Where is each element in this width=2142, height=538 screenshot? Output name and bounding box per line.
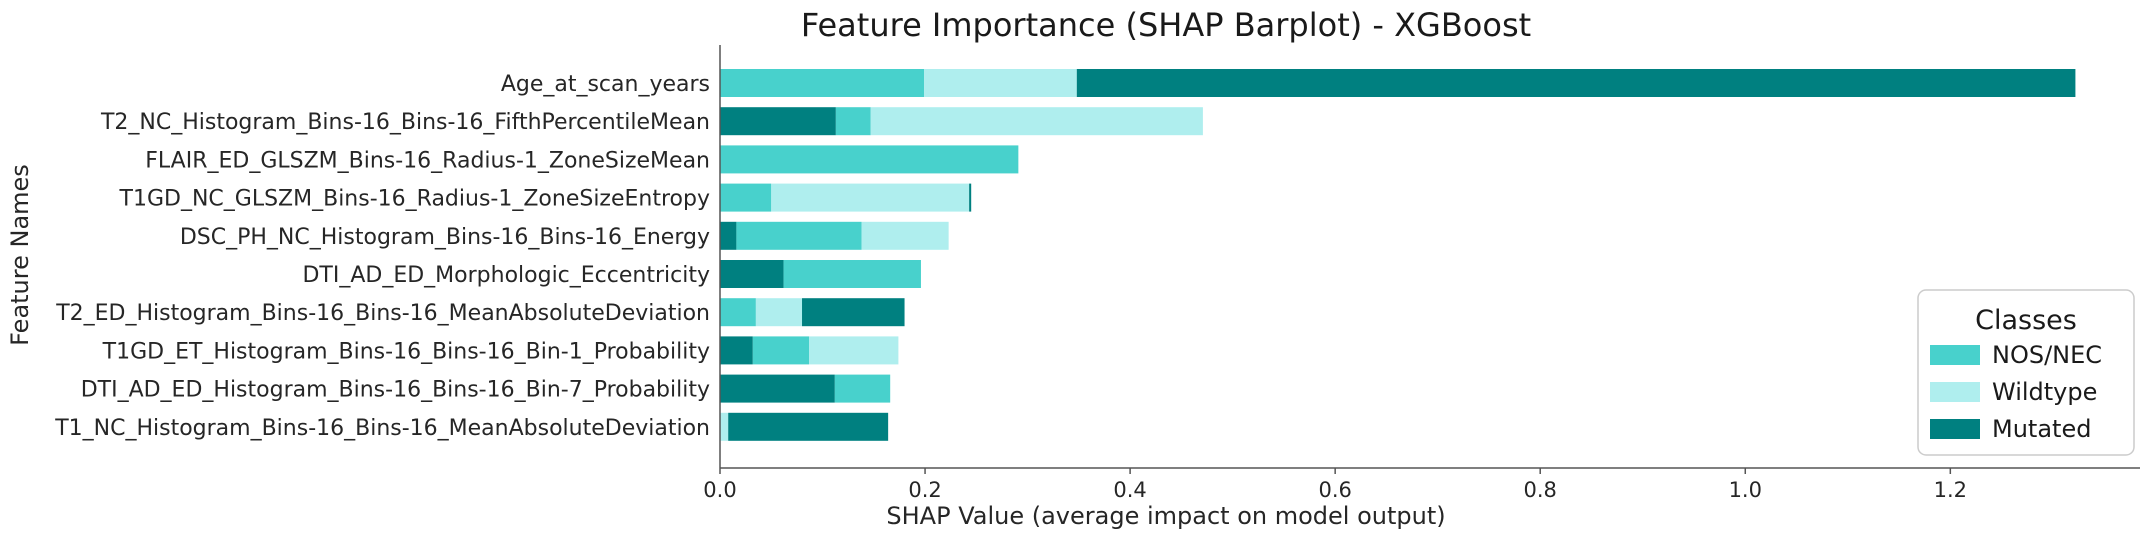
bar-segment-mutated (720, 336, 753, 365)
bar-segment-mutated (720, 374, 835, 403)
category-label: DSC_PH_NC_Histogram_Bins-16_Bins-16_Ener… (180, 225, 710, 250)
x-axis-ticks: 0.0 0.2 0.4 0.6 0.8 1.0 1.2 (703, 468, 1967, 502)
category-label: Age_at_scan_years (501, 72, 710, 97)
x-tick-label: 0.2 (908, 478, 941, 502)
bar-segment-nos-nec (720, 69, 925, 97)
category-label: T1_NC_Histogram_Bins-16_Bins-16_MeanAbso… (54, 416, 710, 441)
x-axis-label: SHAP Value (average impact on model outp… (886, 502, 1445, 530)
bars-group (720, 69, 2076, 441)
bar-segment-nos-nec (835, 107, 871, 136)
bar-segment-wildtype (809, 336, 899, 365)
bar-segment-wildtype (870, 107, 1203, 136)
legend-title: Classes (1975, 305, 2077, 336)
bar-segment-wildtype (861, 221, 949, 250)
x-tick-label: 0.6 (1318, 478, 1351, 502)
bar-segment-wildtype (771, 183, 970, 212)
bar-segment-nos-nec (783, 260, 921, 288)
bar-segment-nos-nec (736, 221, 862, 250)
x-tick-label: 1.2 (1934, 478, 1967, 502)
bar-segment-mutated (720, 260, 784, 288)
bar-segment-mutated (728, 412, 889, 441)
category-label: T2_NC_Histogram_Bins-16_Bins-16_FifthPer… (100, 110, 710, 135)
bar-segment-wildtype (924, 69, 1077, 97)
category-label: T2_ED_Histogram_Bins-16_Bins-16_MeanAbso… (55, 301, 710, 326)
bar-segment-nos-nec (752, 336, 810, 365)
chart-title: Feature Importance (SHAP Barplot) - XGBo… (801, 6, 1531, 44)
legend-swatch-mutated (1930, 419, 1980, 439)
category-label: DTI_AD_ED_Histogram_Bins-16_Bins-16_Bin-… (81, 378, 710, 403)
bar-segment-mutated (720, 107, 836, 136)
category-label: FLAIR_ED_GLSZM_Bins-16_Radius-1_ZoneSize… (145, 148, 710, 173)
legend-swatch-wildtype (1930, 382, 1980, 402)
bar-segment-nos-nec (720, 298, 756, 327)
x-tick-label: 0.8 (1524, 478, 1557, 502)
legend-label: NOS/NEC (1992, 341, 2102, 369)
bar-segment-wildtype (720, 412, 729, 441)
bar-segment-mutated (1076, 69, 2076, 97)
bar-segment-nos-nec (834, 374, 891, 403)
x-tick-label: 1.0 (1729, 478, 1762, 502)
category-label: T1GD_NC_GLSZM_Bins-16_Radius-1_ZoneSizeE… (119, 187, 710, 212)
x-tick-label: 0.0 (703, 478, 736, 502)
bar-segment-mutated (720, 221, 737, 250)
y-axis-label: Feature Names (6, 164, 34, 346)
category-label: DTI_AD_ED_Morphologic_Eccentricity (302, 263, 710, 288)
bar-segment-mutated (969, 183, 972, 212)
category-labels: Age_at_scan_years T2_NC_Histogram_Bins-16… (54, 72, 710, 441)
legend: Classes NOS/NEC Wildtype Mutated (1917, 289, 2135, 456)
bar-segment-nos-nec (720, 145, 1019, 174)
legend-label: Mutated (1992, 415, 2091, 443)
legend-swatch-nos-nec (1930, 345, 1980, 365)
bar-segment-wildtype (755, 298, 803, 327)
legend-frame (1917, 289, 2135, 456)
bar-segment-nos-nec (720, 183, 772, 212)
category-label: T1GD_ET_Histogram_Bins-16_Bins-16_Bin-1_… (102, 339, 710, 364)
bar-segment-mutated (802, 298, 905, 327)
legend-label: Wildtype (1992, 378, 2097, 406)
x-tick-label: 0.4 (1113, 478, 1146, 502)
